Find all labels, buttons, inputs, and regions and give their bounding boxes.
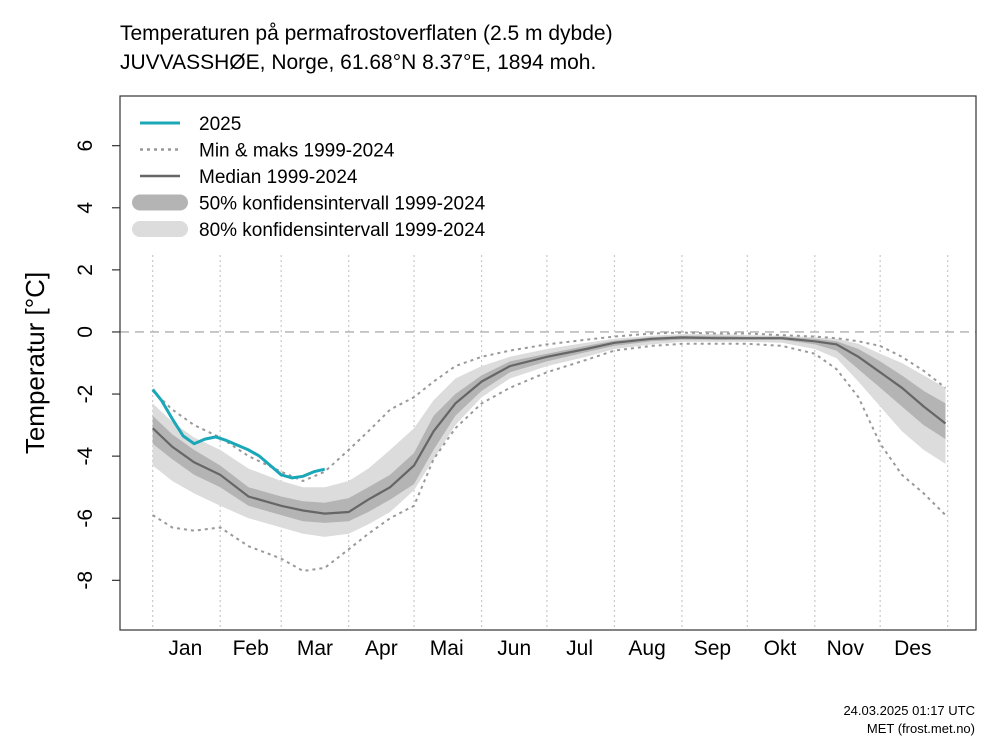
x-tick-label: Mai xyxy=(430,637,464,660)
x-tick-label: Mar xyxy=(297,637,333,660)
plot-frame xyxy=(119,95,977,631)
y-tick-label: -6 xyxy=(74,509,97,528)
series-2025-line xyxy=(151,388,326,480)
y-tick-label: 2 xyxy=(74,264,97,276)
band-50-percent xyxy=(152,335,946,523)
min-line xyxy=(152,342,947,573)
footer-timestamp: 24.03.2025 01:17 UTC xyxy=(843,703,975,718)
band-80-percent xyxy=(152,334,946,537)
legend-label: Min & maks 1999-2024 xyxy=(199,141,395,162)
series-lines xyxy=(151,331,947,573)
legend-label: 80% konfidensintervall 1999-2024 xyxy=(199,220,486,241)
x-tick-label: Jan xyxy=(168,637,202,660)
y-tick-label: -4 xyxy=(74,446,97,465)
x-tick-label: Des xyxy=(894,637,931,660)
x-tick-label: Aug xyxy=(628,637,665,660)
x-tick-label: Feb xyxy=(233,637,269,660)
axes: -8 -6 -4 -2 0 2 4 6 Jan Feb Mar Apr Mai Jun Jul Aug Sep O… xyxy=(74,95,977,660)
legend-label: 50% konfidensintervall 1999-2024 xyxy=(199,194,486,215)
legend-label: Median 1999-2024 xyxy=(199,167,358,188)
confidence-bands xyxy=(152,334,946,537)
y-tick-label: -2 xyxy=(74,385,97,404)
x-tick-label: Jun xyxy=(497,637,531,660)
median-line xyxy=(151,336,947,515)
y-tick-label: 0 xyxy=(74,326,97,338)
x-tick-label: Okt xyxy=(764,637,797,660)
month-gridlines xyxy=(152,255,949,630)
x-tick-label: Nov xyxy=(827,637,865,660)
legend: 2025 Min & maks 1999-2024 Median 1999-2024… xyxy=(132,114,486,241)
y-tick-label: -8 xyxy=(74,571,97,590)
x-tick-label: Jul xyxy=(566,637,593,660)
chart-title: Temperaturen på permafrostoverflaten (2.… xyxy=(120,22,613,45)
chart-subtitle: JUVVASSHØE, Norge, 61.68°N 8.37°E, 1894 … xyxy=(120,51,597,74)
footer-source: MET (frost.met.no) xyxy=(866,721,975,736)
y-tick-label: 6 xyxy=(74,140,97,152)
y-tick-label: 4 xyxy=(74,202,97,214)
legend-label: 2025 xyxy=(199,114,241,135)
x-tick-label: Sep xyxy=(694,637,731,660)
x-tick-label: Apr xyxy=(365,637,398,660)
y-axis-label: Temperatur [°C] xyxy=(20,272,50,454)
